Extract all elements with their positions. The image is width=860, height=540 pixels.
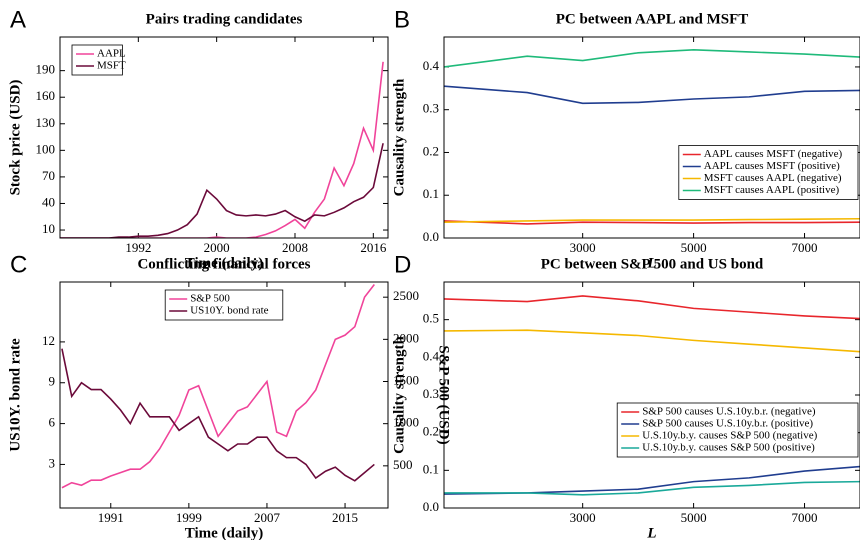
- chart-title: PC between S&P 500 and US bond: [541, 256, 764, 272]
- y-tick-label: 9: [49, 374, 56, 389]
- y-tick-label: 0.1: [423, 186, 439, 201]
- y-tick-label: 12: [42, 333, 55, 348]
- y-tick-label: 3: [49, 455, 56, 470]
- y-axis-label: Causality strength: [391, 78, 407, 196]
- x-tick-label: 2016: [360, 240, 387, 255]
- series-line: [444, 85, 860, 105]
- y-tick-label: 70: [42, 168, 55, 183]
- y-tick-label: 190: [36, 62, 56, 77]
- legend-label: US10Y. bond rate: [190, 305, 268, 317]
- x-axis-label: L: [646, 525, 656, 540]
- y2-tick-label: 500: [393, 457, 413, 472]
- y-tick-label: 10: [42, 221, 55, 236]
- y2-tick-label: 1500: [393, 372, 419, 387]
- y-tick-label: 160: [36, 88, 56, 103]
- x-axis-label: L: [646, 255, 656, 271]
- legend-label: U.S.10y.b.y. causes S&P 500 (negative): [642, 430, 817, 442]
- y2-tick-label: 2500: [393, 288, 419, 303]
- x-tick-label: 5000: [681, 240, 707, 255]
- legend-label: AAPL causes MSFT (positive): [704, 160, 840, 172]
- panel-label: B: [394, 6, 410, 33]
- series-line: [444, 220, 860, 225]
- legend-label: S&P 500: [190, 293, 230, 305]
- series-line: [61, 284, 375, 489]
- y-tick-label: 100: [36, 141, 56, 156]
- legend-label: MSFT causes AAPL (negative): [704, 172, 842, 184]
- series-line: [444, 217, 860, 223]
- y-tick-label: 0.4: [423, 348, 440, 363]
- plot-frame: [443, 281, 860, 509]
- y2-tick-label: 2000: [393, 330, 419, 345]
- chart-title: PC between AAPL and MSFT: [556, 11, 749, 27]
- x-tick-label: 7000: [792, 240, 818, 255]
- y-tick-label: 0.2: [423, 143, 439, 158]
- chart-title: Conflicting financial forces: [137, 256, 310, 272]
- series-line: [60, 143, 384, 238]
- chart-title: Pairs trading candidates: [146, 11, 303, 27]
- x-tick-label: 7000: [792, 510, 818, 525]
- x-tick-label: 3000: [570, 240, 596, 255]
- y-tick-label: 0.1: [423, 461, 439, 476]
- x-tick-label: 1999: [176, 510, 202, 525]
- y-tick-label: 0.4: [423, 58, 440, 73]
- panel-label: A: [10, 6, 26, 33]
- y-axis-label: Stock price (USD): [7, 80, 23, 196]
- legend-box: [71, 44, 123, 76]
- series-line: [61, 348, 375, 482]
- legend-label: U.S.10y.b.y. causes S&P 500 (positive): [642, 442, 815, 454]
- x-tick-label: 2000: [204, 240, 230, 255]
- x-tick-label: 2015: [332, 510, 358, 525]
- legend-box: [616, 402, 859, 458]
- x-tick-label: 3000: [570, 510, 596, 525]
- series-line: [444, 295, 860, 320]
- panel-label: D: [394, 251, 411, 278]
- legend-label: MSFT causes AAPL (positive): [704, 184, 840, 196]
- x-tick-label: 1991: [98, 510, 124, 525]
- y-tick-label: 130: [36, 115, 56, 130]
- plot-frame: [443, 36, 860, 239]
- legend-box: [678, 145, 859, 200]
- y-tick-label: 0.2: [423, 424, 439, 439]
- y-tick-label: 0.0: [423, 499, 439, 514]
- y-tick-label: 0.3: [423, 101, 439, 116]
- y-tick-label: 0.0: [423, 229, 439, 244]
- plot-frame: [59, 36, 389, 239]
- series-line: [444, 49, 860, 68]
- legend-label: AAPL causes MSFT (negative): [704, 148, 843, 160]
- y-tick-label: 0.5: [423, 311, 439, 326]
- x-tick-label: 2008: [282, 240, 308, 255]
- x-axis-label: Time (daily): [185, 525, 263, 540]
- x-axis-label: Time (daily): [185, 255, 263, 271]
- x-tick-label: 1992: [125, 240, 151, 255]
- legend-label: MSFT: [97, 60, 126, 72]
- legend-label: S&P 500 causes U.S.10y.b.r. (negative): [642, 406, 816, 418]
- y-tick-label: 40: [42, 194, 55, 209]
- series-line: [444, 329, 860, 353]
- legend-box: [164, 289, 284, 321]
- series-line: [444, 465, 860, 495]
- plot-frame: [59, 281, 389, 509]
- y-tick-label: 0.3: [423, 386, 439, 401]
- x-tick-label: 2007: [254, 510, 281, 525]
- y2-tick-label: 1000: [393, 415, 419, 430]
- legend-label: S&P 500 causes U.S.10y.b.r. (positive): [642, 418, 813, 430]
- panel-label: C: [10, 251, 27, 278]
- y-axis-label: US10Y. bond rate: [7, 338, 23, 452]
- x-tick-label: 5000: [681, 510, 707, 525]
- y-tick-label: 6: [49, 415, 56, 430]
- y-axis-label: Causality strength: [391, 336, 407, 454]
- series-line: [444, 480, 860, 496]
- legend-label: AAPL: [97, 48, 126, 60]
